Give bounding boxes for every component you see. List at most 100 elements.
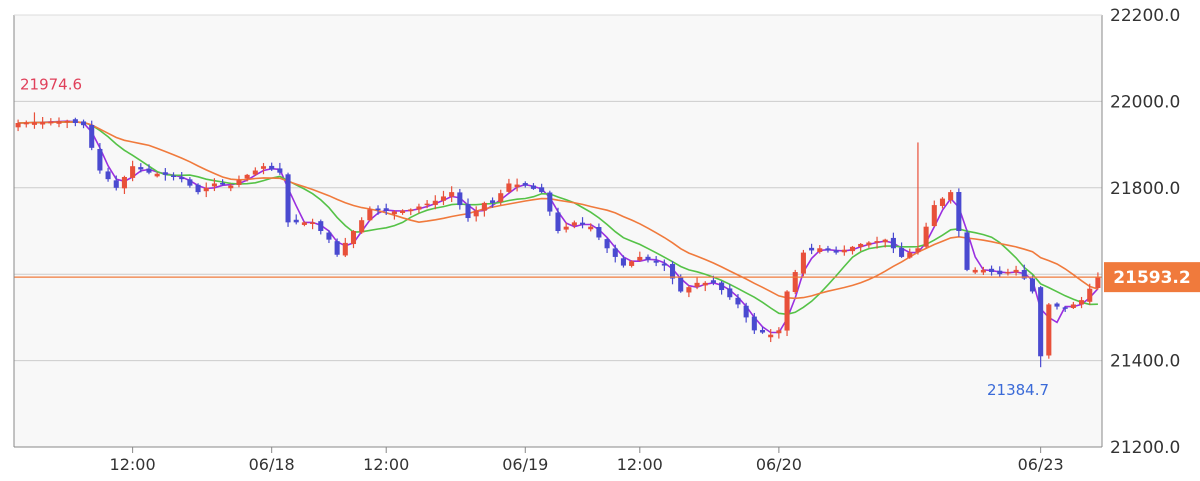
candle-down	[293, 219, 299, 223]
candle-down	[269, 165, 275, 170]
candle-down	[113, 180, 119, 188]
candle-up	[784, 291, 790, 331]
candle-down	[989, 268, 995, 273]
candle-up	[841, 249, 847, 253]
candle-up	[236, 180, 242, 185]
candle-up	[473, 210, 479, 217]
candle-up	[849, 246, 856, 252]
candle-up	[40, 121, 46, 125]
candle-down	[1054, 303, 1060, 307]
candle-down	[1021, 270, 1027, 279]
candle-down	[661, 263, 667, 266]
candle-up	[1070, 304, 1076, 308]
candle-down	[179, 177, 185, 180]
candle-up	[637, 256, 643, 261]
candle-down	[743, 305, 749, 318]
x-tick-label: 06/20	[756, 455, 802, 474]
high-price-annotation: 21974.6	[20, 75, 82, 93]
candle-up	[907, 252, 913, 258]
current-price-badge-bg	[1104, 262, 1200, 293]
candle-down	[555, 212, 561, 231]
candle-up	[1013, 269, 1019, 273]
candle-up	[874, 241, 880, 243]
candle-up	[154, 173, 160, 177]
candle-down	[162, 172, 168, 175]
candle-up	[121, 177, 127, 189]
candle-up	[972, 269, 978, 273]
candle-up	[359, 220, 365, 233]
candle-up	[56, 121, 62, 124]
candle-up	[424, 203, 430, 206]
candle-up	[367, 209, 373, 221]
candle-up	[260, 166, 267, 169]
candle-down	[97, 148, 103, 171]
candle-up	[244, 174, 250, 179]
candle-up	[588, 226, 594, 230]
candle-up	[64, 120, 70, 123]
candle-up	[130, 166, 136, 178]
candle-down	[964, 232, 970, 270]
y-tick-label: 21200.0	[1110, 438, 1180, 458]
candle-down	[678, 277, 684, 292]
candle-down	[727, 288, 733, 298]
candle-down	[490, 200, 496, 203]
candle-down	[170, 175, 177, 177]
candle-up	[449, 192, 455, 197]
candle-down	[277, 168, 283, 173]
candle-up	[416, 206, 422, 210]
candle-up	[252, 170, 258, 175]
candle-down	[285, 174, 291, 223]
candle-up	[792, 272, 798, 293]
candle-down	[547, 192, 553, 212]
candle-down	[220, 182, 226, 185]
candle-down	[187, 179, 193, 186]
candle-down	[890, 237, 896, 249]
candle-down	[318, 221, 324, 231]
candle-up	[1095, 277, 1101, 288]
candle-up	[15, 123, 21, 128]
candle-up	[408, 209, 414, 212]
candle-up	[23, 122, 29, 125]
y-tick-label: 22200.0	[1110, 6, 1180, 26]
x-tick-label: 06/19	[502, 455, 548, 474]
candle-down	[146, 168, 152, 173]
candle-up	[228, 185, 234, 189]
candle-up	[1046, 304, 1052, 356]
candle-down	[375, 208, 381, 211]
candle-up	[948, 192, 954, 201]
candle-down	[1029, 278, 1036, 292]
candle-up	[391, 211, 397, 215]
axes: 22200.022000.021800.021600.021400.021200…	[13, 6, 1180, 474]
candle-down	[669, 264, 676, 279]
candle-down	[596, 227, 602, 238]
y-tick-label: 21800.0	[1110, 179, 1180, 199]
candle-up	[686, 287, 692, 293]
candle-up	[776, 330, 782, 334]
candle-down	[138, 167, 144, 170]
candle-down	[751, 316, 757, 331]
candle-up	[939, 198, 946, 206]
candle-up	[48, 121, 54, 124]
candle-down	[719, 282, 725, 291]
candle-down	[612, 248, 618, 257]
candle-down	[383, 208, 389, 211]
candle-up	[342, 242, 348, 256]
candle-up	[694, 282, 700, 287]
candle-down	[759, 329, 766, 333]
candle-down	[1062, 307, 1068, 309]
candle-down	[833, 250, 839, 253]
candle-up	[1079, 300, 1085, 305]
x-tick-label: 06/18	[249, 455, 295, 474]
grid-lines	[14, 100, 1102, 362]
candle-up	[817, 248, 823, 252]
candle-down	[539, 187, 545, 193]
candlesticks	[15, 112, 1101, 368]
candle-up	[563, 226, 569, 230]
candle-up	[923, 226, 929, 247]
candle-up	[931, 205, 937, 227]
candle-up	[1087, 288, 1093, 302]
candle-up	[31, 122, 37, 125]
candle-down	[653, 260, 659, 263]
candle-down	[809, 247, 815, 251]
candle-up	[800, 252, 806, 274]
